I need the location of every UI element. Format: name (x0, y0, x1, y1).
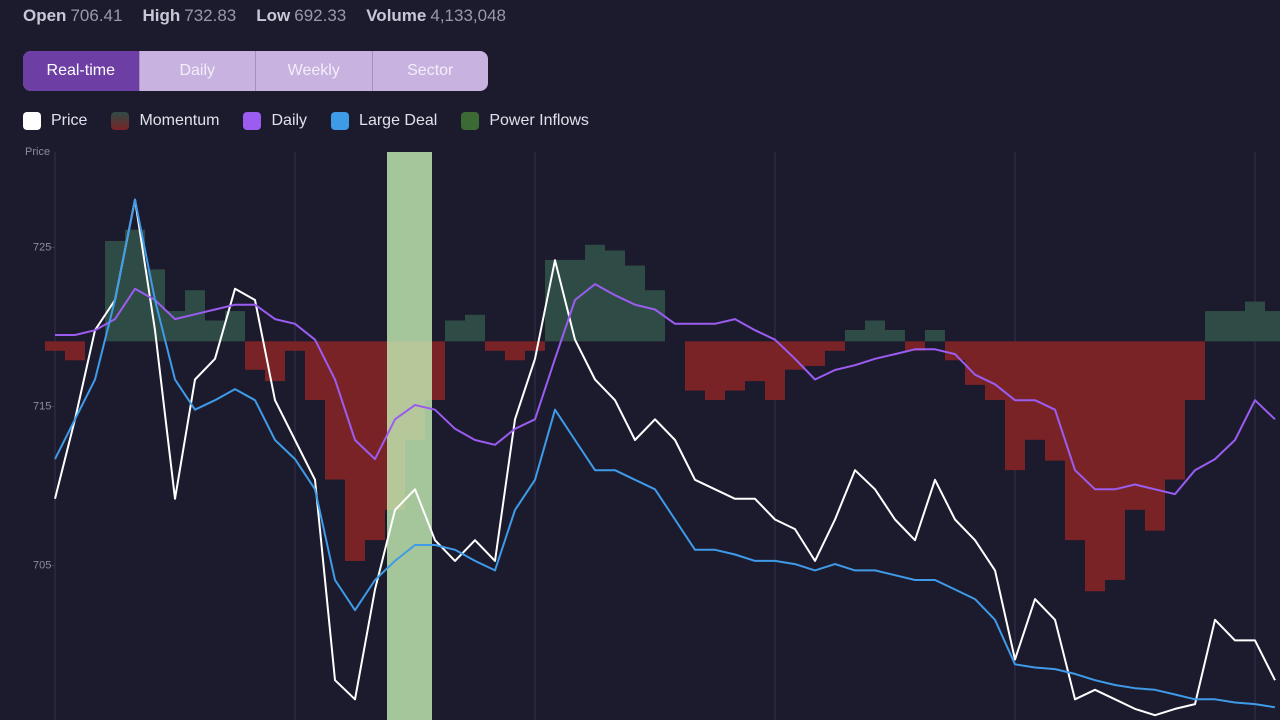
momentum-bar (585, 244, 605, 342)
momentum-bar (1005, 341, 1025, 471)
momentum-bar (485, 341, 505, 351)
legend-item[interactable]: Daily (243, 112, 307, 130)
momentum-bar (945, 341, 965, 361)
momentum-bar (685, 341, 705, 391)
line-daily (55, 283, 1276, 496)
legend-item[interactable]: Momentum (111, 112, 219, 130)
stat: Low 692.33 (256, 6, 346, 26)
legend-label: Price (51, 112, 88, 129)
legend-swatch (461, 112, 480, 130)
momentum-bar (1145, 341, 1165, 531)
momentum-bar (545, 259, 565, 342)
line-price (54, 198, 1276, 717)
momentum-bar (365, 341, 385, 541)
legend-label: Daily (271, 112, 308, 129)
momentum-bar (305, 341, 325, 401)
stat-label: Volume (366, 6, 427, 25)
momentum-bar (745, 341, 765, 382)
momentum-bar (1105, 341, 1125, 580)
momentum-bar (705, 341, 725, 401)
momentum-bar (65, 341, 85, 361)
stat-value: 706.41 (70, 6, 123, 25)
momentum-bar (765, 341, 785, 401)
legend-item[interactable]: Price (23, 112, 87, 130)
stat-value: 4,133,048 (430, 6, 507, 25)
momentum-bar (465, 314, 485, 342)
momentum-bar (1065, 341, 1085, 541)
momentum-bar (885, 329, 905, 342)
momentum-bar (1125, 341, 1145, 510)
momentum-bar (245, 341, 265, 370)
legend: Price Momentum Daily Large Deal Power Inflow… (23, 112, 589, 130)
momentum-bar (345, 341, 365, 561)
momentum-bar (165, 311, 185, 342)
momentum-bar (865, 320, 885, 342)
momentum-bar (925, 329, 945, 342)
legend-label: Large Deal (359, 112, 438, 129)
power-inflow-band (387, 152, 432, 720)
momentum-bar (825, 341, 845, 351)
legend-label: Momentum (139, 112, 220, 129)
momentum-bar (525, 341, 545, 351)
momentum-bar (285, 341, 305, 351)
legend-swatch (111, 112, 130, 130)
tab[interactable]: Weekly (255, 51, 372, 91)
momentum-bar (725, 341, 745, 391)
momentum-bar (45, 341, 65, 351)
momentum-bar (185, 290, 205, 342)
line-large-deal (54, 198, 1276, 709)
stat-value: 692.33 (294, 6, 347, 25)
momentum-bar (1245, 301, 1265, 342)
stat: Volume 4,133,048 (366, 6, 506, 26)
y-tick-label: 715 (33, 400, 51, 412)
tab[interactable]: Real-time (23, 51, 139, 91)
momentum-bar (1225, 311, 1245, 342)
stat: Open 706.41 (23, 6, 122, 26)
y-axis-label: Price (25, 146, 50, 158)
legend-item[interactable]: Power Inflows (461, 112, 589, 130)
momentum-bar (645, 290, 665, 342)
momentum-bar (125, 229, 145, 342)
momentum-bar (325, 341, 345, 480)
momentum-bar (905, 341, 925, 351)
stat-label: Open (23, 6, 67, 25)
legend-item[interactable]: Large Deal (331, 112, 437, 130)
momentum-bar (805, 341, 825, 366)
momentum-bar (845, 329, 865, 342)
momentum-bar (1045, 341, 1065, 461)
legend-swatch (23, 112, 41, 130)
legend-swatch (331, 112, 350, 130)
legend-swatch (243, 112, 262, 130)
y-tick-label: 725 (33, 241, 51, 253)
y-tick-label: 705 (33, 560, 51, 572)
momentum-bar (965, 341, 985, 385)
momentum-bar (505, 341, 525, 361)
stat-value: 732.83 (184, 6, 237, 25)
stat-label: High (142, 6, 181, 25)
stats-bar: Open 706.41 High 732.83 Low 692.33 Volume 4,133… (23, 6, 506, 26)
tab[interactable]: Sector (371, 51, 489, 91)
momentum-bar (1185, 341, 1205, 401)
tab-bar: Real-time Daily Weekly Sector (23, 51, 488, 91)
momentum-bar (1205, 311, 1225, 342)
momentum-bar (1165, 341, 1185, 480)
momentum-bar (1085, 341, 1105, 592)
momentum-bar (985, 341, 1005, 401)
legend-label: Power Inflows (489, 112, 589, 129)
momentum-bar (205, 320, 225, 342)
momentum-bar (445, 320, 465, 342)
momentum-bar (1265, 311, 1280, 342)
momentum-bar (225, 311, 245, 342)
stat: High 732.83 (142, 6, 236, 26)
momentum-bar (625, 265, 645, 342)
momentum-bar (1025, 341, 1045, 440)
stat-label: Low (256, 6, 291, 25)
tab[interactable]: Daily (138, 51, 256, 91)
